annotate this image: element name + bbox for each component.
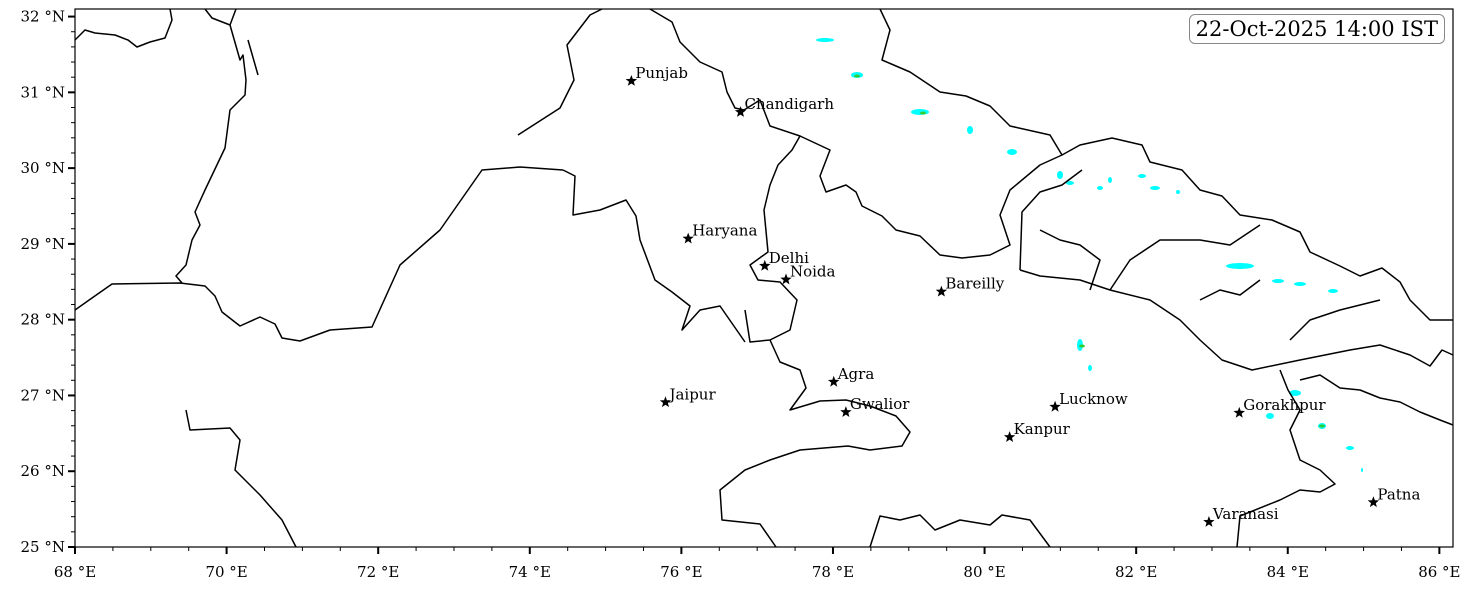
city-star-icon <box>1233 406 1245 418</box>
y-tick-label: 29 °N <box>21 235 65 253</box>
city-star-icon <box>625 75 638 86</box>
y-tick-label: 32 °N <box>21 8 65 26</box>
rain-patch <box>1138 174 1146 178</box>
rain-patch <box>1272 279 1284 283</box>
x-tick-label: 70 °E <box>205 563 247 581</box>
city-label: Bareilly <box>945 275 1004 293</box>
city-star-icon <box>828 375 840 387</box>
city-star-icon <box>1203 516 1215 527</box>
x-tick-label: 68 °E <box>54 563 96 581</box>
rain-core <box>920 111 926 115</box>
rainfall-overlay <box>816 38 1363 472</box>
city-label: Punjab <box>635 64 688 82</box>
rain-patch <box>1346 446 1354 450</box>
boundaries <box>74 8 1454 548</box>
rain-patch <box>1266 413 1274 419</box>
city-star-icon <box>1367 496 1380 508</box>
x-tick-label: 72 °E <box>357 563 399 581</box>
rain-patch <box>1066 181 1074 185</box>
city-label: Haryana <box>692 222 757 240</box>
x-tick-label: 80 °E <box>963 563 1005 581</box>
city-label: Jaipur <box>667 385 716 403</box>
rain-patch <box>1097 186 1103 190</box>
city-star-icon <box>682 232 694 244</box>
x-tick-label: 74 °E <box>509 563 551 581</box>
city-label: Kanpur <box>1014 420 1071 438</box>
city-label: Chandigarh <box>745 95 835 113</box>
city-star-icon <box>734 106 747 117</box>
rain-patch <box>1088 365 1092 371</box>
rain-patch <box>1108 177 1112 183</box>
x-tick-label: 86 °E <box>1418 563 1460 581</box>
rain-patch <box>1057 171 1063 179</box>
city-star-icon <box>935 285 948 297</box>
city-star-icon <box>780 273 792 285</box>
rain-patch <box>1176 190 1180 194</box>
city-label: Patna <box>1377 485 1420 503</box>
rain-patch <box>1328 289 1338 293</box>
axis-ticks: 68 °E 70 °E 72 °E 74 °E 76 °E 78 °E 80 °E 82 °E… <box>21 8 1461 581</box>
rain-patch <box>967 126 973 134</box>
y-tick-label: 28 °N <box>21 311 65 329</box>
x-tick-label: 76 °E <box>660 563 702 581</box>
y-tick-label: 25 °N <box>21 538 65 556</box>
rain-core <box>1079 344 1085 348</box>
rain-core <box>854 74 860 78</box>
rain-patch <box>1150 186 1160 190</box>
city-star-icon <box>1003 431 1016 442</box>
y-tick-label: 27 °N <box>21 386 65 404</box>
city-label: Varanasi <box>1212 505 1279 523</box>
rain-patch <box>1007 149 1017 155</box>
x-tick-label: 78 °E <box>812 563 854 581</box>
rain-patch <box>1361 468 1363 472</box>
city-label: Gorakhpur <box>1243 396 1326 414</box>
city-star-icon <box>840 406 852 417</box>
y-tick-label: 30 °N <box>21 159 65 177</box>
city-label: Agra <box>837 365 875 383</box>
y-tick-label: 31 °N <box>21 83 65 101</box>
x-tick-label: 84 °E <box>1267 563 1309 581</box>
map-frame <box>74 8 1454 548</box>
rain-core <box>1319 424 1325 428</box>
y-tick-label: 26 °N <box>21 462 65 480</box>
timestamp-label: 22-Oct-2025 14:00 IST <box>1188 14 1445 44</box>
city-star-icon <box>1049 400 1061 412</box>
rain-patch <box>816 38 834 42</box>
city-label: Delhi <box>769 249 809 267</box>
rain-patch <box>1289 390 1301 396</box>
x-tick-label: 82 °E <box>1115 563 1157 581</box>
city-star-icon <box>759 259 771 271</box>
rain-patch <box>911 109 929 115</box>
rain-patch <box>1294 282 1306 286</box>
city-label: Noida <box>790 263 836 281</box>
rain-patch <box>1226 263 1254 269</box>
city-label: Lucknow <box>1059 390 1128 408</box>
city-label: Gwalior <box>850 395 910 413</box>
city-star-icon <box>659 396 672 408</box>
